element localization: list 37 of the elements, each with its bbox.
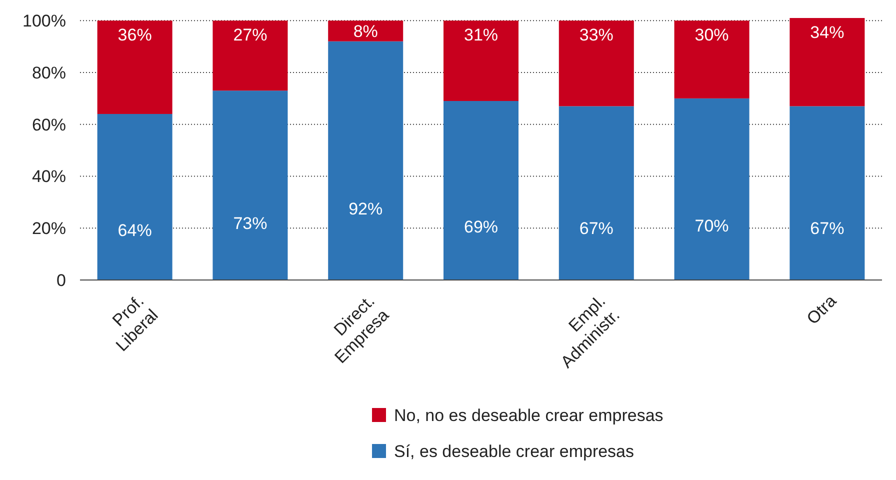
data-label: 69% [464, 217, 498, 236]
bar [790, 18, 865, 106]
y-tick-label: 40% [32, 167, 66, 186]
data-label: 64% [118, 221, 152, 240]
data-label: 30% [694, 26, 729, 45]
data-label: 27% [233, 26, 268, 45]
bar [674, 98, 750, 280]
bar [212, 90, 288, 280]
bar [212, 20, 288, 91]
data-label: 92% [348, 199, 383, 218]
bar [790, 106, 865, 280]
data-label: 8% [353, 22, 378, 41]
y-tick-label: 20% [32, 219, 66, 238]
data-label: 67% [579, 218, 614, 238]
data-label: 73% [233, 214, 268, 234]
y-tick-label: 0 [56, 270, 66, 290]
bar [328, 41, 404, 280]
bar [443, 20, 519, 102]
legend-label: No, no es deseable crear empresas [394, 406, 664, 425]
data-label: 67% [810, 218, 844, 238]
data-label: 33% [579, 26, 614, 45]
bar [97, 20, 172, 114]
bar [558, 20, 634, 106]
y-tick-label: 100% [22, 12, 66, 31]
bar [558, 106, 634, 280]
data-label: 70% [694, 216, 729, 236]
data-label: 34% [810, 22, 844, 42]
y-tick-label: 60% [32, 115, 66, 134]
x-tick-label: Otra [803, 291, 840, 328]
bar [674, 20, 750, 98]
bar [443, 101, 519, 280]
bar [328, 20, 404, 42]
data-label: 31% [464, 26, 498, 45]
y-tick-label: 80% [32, 63, 66, 82]
bar [97, 114, 172, 280]
data-label: 36% [118, 26, 152, 45]
legend-label: Sí, es deseable crear empresas [394, 442, 634, 461]
